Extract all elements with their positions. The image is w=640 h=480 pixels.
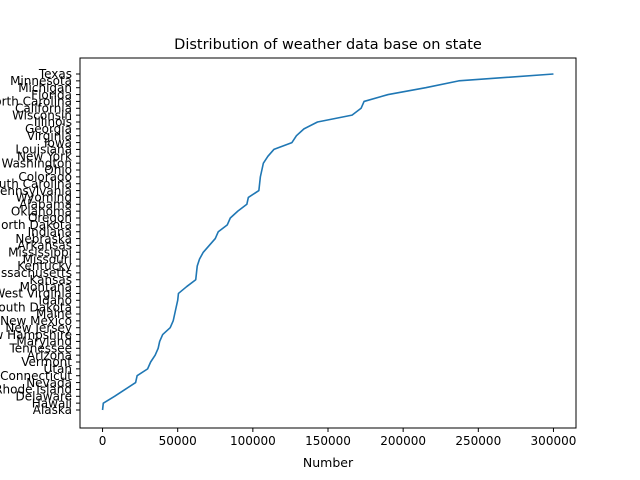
y-tick-label: Arkansas	[17, 239, 72, 253]
chart-title: Distribution of weather data base on sta…	[174, 37, 482, 53]
y-tick-label: New Jersey	[5, 321, 72, 335]
x-tick-label: 200000	[380, 434, 426, 448]
x-tick-label: 300000	[531, 434, 577, 448]
y-tick-label: Massachusetts	[0, 266, 72, 280]
y-tick-label: Delaware	[15, 389, 72, 403]
y-tick-label: Pennsylvania	[0, 184, 72, 198]
y-tick-label: Illinois	[34, 115, 72, 129]
y-tick-label: Washington	[1, 156, 72, 170]
plot-area	[101, 73, 554, 411]
y-tick-label: Florida	[31, 88, 72, 102]
y-tick-label: Rhode Island	[0, 383, 72, 397]
y-tick-label: Utah	[44, 362, 72, 376]
y-tick-label: West Virginia	[0, 287, 72, 301]
y-tick-label: Idaho	[39, 293, 72, 307]
y-tick-label: New Mexico	[0, 314, 72, 328]
y-tick-label: Virginia	[27, 129, 72, 143]
y-tick-label: Minnesota	[10, 74, 72, 88]
y-tick-label: Connecticut	[0, 369, 72, 383]
y-tick-label: North Dakota	[0, 218, 72, 232]
x-axis: 0 50000 100000 150000 200000 250000 300000	[99, 428, 577, 448]
y-tick-label: Michigan	[18, 81, 72, 95]
y-tick-label: Indiana	[28, 225, 72, 239]
x-tick-label: 100000	[230, 434, 276, 448]
y-tick-label: Texas	[38, 67, 72, 81]
y-tick-label: Oklahoma	[11, 204, 72, 218]
y-tick-label: Kansas	[30, 273, 72, 287]
x-tick-label: 0	[99, 434, 107, 448]
y-tick-label: Wisconsin	[12, 108, 72, 122]
y-tick-label: Maryland	[16, 335, 72, 349]
y-tick-label: New York	[17, 149, 72, 163]
y-tick-label: Georgia	[25, 122, 72, 136]
y-tick-label: California	[15, 101, 72, 115]
y-tick-label: Wyoming	[16, 191, 72, 205]
y-tick-label: South Dakota	[0, 300, 72, 314]
y-tick-label: Nebraska	[15, 232, 72, 246]
y-tick-label: Missouri	[23, 252, 72, 266]
y-tick-label: New Hampshire	[0, 328, 72, 342]
series-line	[101, 73, 554, 411]
y-tick-label: Iowa	[44, 136, 72, 150]
y-tick-label: North Carolina	[0, 95, 72, 109]
x-tick-label: 50000	[159, 434, 197, 448]
y-tick-label: South Carolina	[0, 177, 72, 191]
y-tick-label: Louisiana	[15, 143, 72, 157]
y-tick-label: Oregon	[28, 211, 72, 225]
y-tick-label: Hawaii	[32, 396, 72, 410]
y-tick-label: Tennessee	[8, 341, 72, 355]
y-tick-label: Maine	[36, 307, 72, 321]
y-tick-label: Vermont	[21, 355, 72, 369]
y-tick-label: Mississippi	[8, 245, 72, 259]
y-tick-label: Nevada	[26, 376, 72, 390]
y-tick-label: Montana	[20, 280, 72, 294]
y-tick-label: Ohio	[44, 163, 72, 177]
y-tick-label: Colorado	[18, 170, 72, 184]
x-tick-label: 250000	[455, 434, 501, 448]
x-tick-label: 150000	[305, 434, 351, 448]
y-tick-label: Alabama	[19, 197, 72, 211]
y-tick-label: Alaska	[33, 403, 72, 417]
y-tick-label: Arizona	[27, 348, 72, 362]
axes-frame	[79, 57, 577, 429]
x-axis-label: Number	[303, 455, 354, 470]
y-tick-label: Kentucky	[17, 259, 72, 273]
